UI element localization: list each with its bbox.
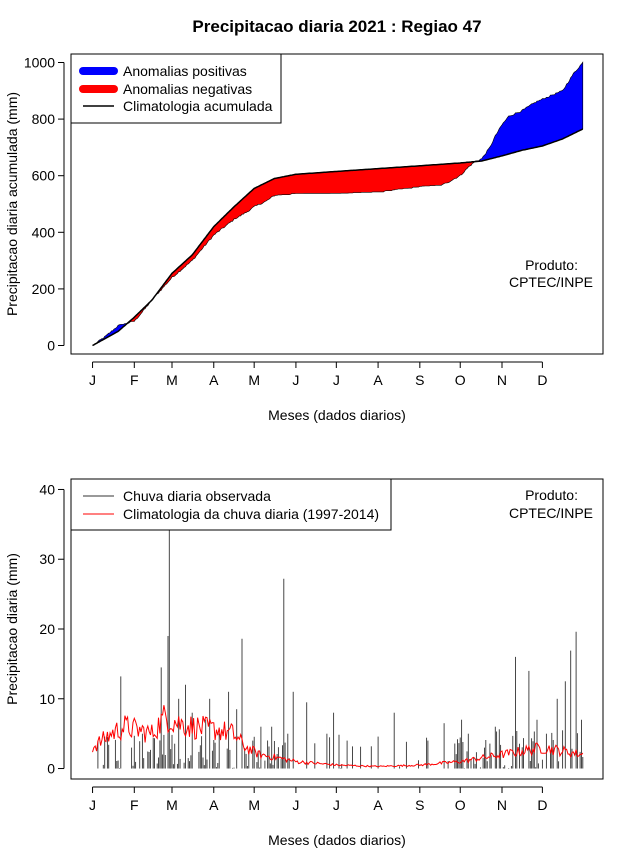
x-tick-label-month: J: [89, 372, 96, 388]
y-tick-label: 1000: [24, 54, 55, 70]
positive-anomaly-area: [474, 61, 584, 162]
x-tick-label-month: A: [209, 372, 219, 388]
legend-label-climatology: Climatologia da chuva diaria (1997-2014): [123, 506, 379, 522]
x-tick-label-month: S: [415, 797, 424, 813]
y-tick-label: 0: [47, 338, 55, 354]
y-tick-label: 200: [32, 281, 56, 297]
x-tick-label-month: J: [292, 372, 299, 388]
credit-line-1: Produto:: [525, 487, 578, 503]
x-tick-label-month: J: [333, 372, 340, 388]
x-tick-label-month: O: [455, 372, 466, 388]
y-axis-label: Precipitacao diaria (mm): [4, 553, 20, 705]
legend-label-observed: Chuva diaria observada: [123, 488, 271, 504]
x-tick-label-month: J: [333, 797, 340, 813]
plot-frame: [70, 53, 604, 355]
x-tick-label-month: J: [89, 797, 96, 813]
x-tick-label-month: D: [537, 797, 547, 813]
y-tick-label: 400: [32, 224, 56, 240]
axes: 0 10 20 30 40 J F M A M J J A S O N D: [39, 481, 547, 813]
y-tick-label: 10: [39, 691, 55, 707]
climatology-accumulated-line: [92, 128, 584, 347]
legend: Anomalias positivas Anomalias negativas …: [70, 53, 282, 124]
credit-line-1: Produto:: [525, 257, 578, 273]
x-axis-label: Meses (dados diarios): [268, 832, 406, 848]
y-tick-label: 20: [39, 621, 55, 637]
x-tick-label-month: M: [248, 372, 260, 388]
y-tick-label: 40: [39, 481, 55, 497]
x-tick-label-month: F: [130, 797, 139, 813]
y-axis-label: Precipitacao diaria acumulada (mm): [4, 92, 20, 316]
x-tick-label-month: S: [415, 372, 424, 388]
x-tick-label-month: N: [497, 797, 507, 813]
legend: Chuva diaria observada Climatologia da c…: [70, 478, 392, 531]
climatology-line: [92, 705, 584, 768]
y-tick-label: 30: [39, 551, 55, 567]
legend-label-negative: Anomalias negativas: [123, 81, 252, 97]
anomaly-areas: [92, 61, 584, 347]
credit-line-2: CPTEC/INPE: [509, 505, 593, 521]
x-tick-label-month: M: [166, 372, 178, 388]
x-tick-label-month: A: [209, 797, 219, 813]
x-tick-label-month: J: [292, 797, 299, 813]
x-tick-label-month: A: [373, 797, 383, 813]
chart-title: Precipitacao diaria 2021 : Regiao 47: [192, 17, 481, 36]
credit-line-2: CPTEC/INPE: [509, 274, 593, 290]
axes: 0 200 400 600 800 1000 J F M A M J J A S O N D: [24, 54, 548, 388]
x-tick-label-month: A: [373, 372, 383, 388]
legend-label-climatology: Climatologia acumulada: [123, 98, 273, 114]
y-tick-label: 800: [32, 111, 56, 127]
y-tick-label: 600: [32, 168, 56, 184]
x-tick-label-month: D: [537, 372, 547, 388]
x-tick-label-month: N: [497, 372, 507, 388]
x-tick-label-month: F: [130, 372, 139, 388]
negative-anomaly-area: [152, 160, 476, 300]
x-tick-label-month: O: [455, 797, 466, 813]
cumulative-chart: 0 200 400 600 800 1000 J F M A M J J A S O N D Meses (dad…: [4, 53, 604, 423]
daily-chart: 0 10 20 30 40 J F M A M J J A S O N D Meses (dados diari…: [4, 478, 604, 848]
observed-bars: [97, 524, 584, 769]
x-tick-label-month: M: [166, 797, 178, 813]
legend-box: [70, 478, 392, 531]
x-tick-label-month: M: [248, 797, 260, 813]
y-tick-label: 0: [47, 761, 55, 777]
x-axis-label: Meses (dados diarios): [268, 407, 406, 423]
legend-label-positive: Anomalias positivas: [123, 63, 247, 79]
